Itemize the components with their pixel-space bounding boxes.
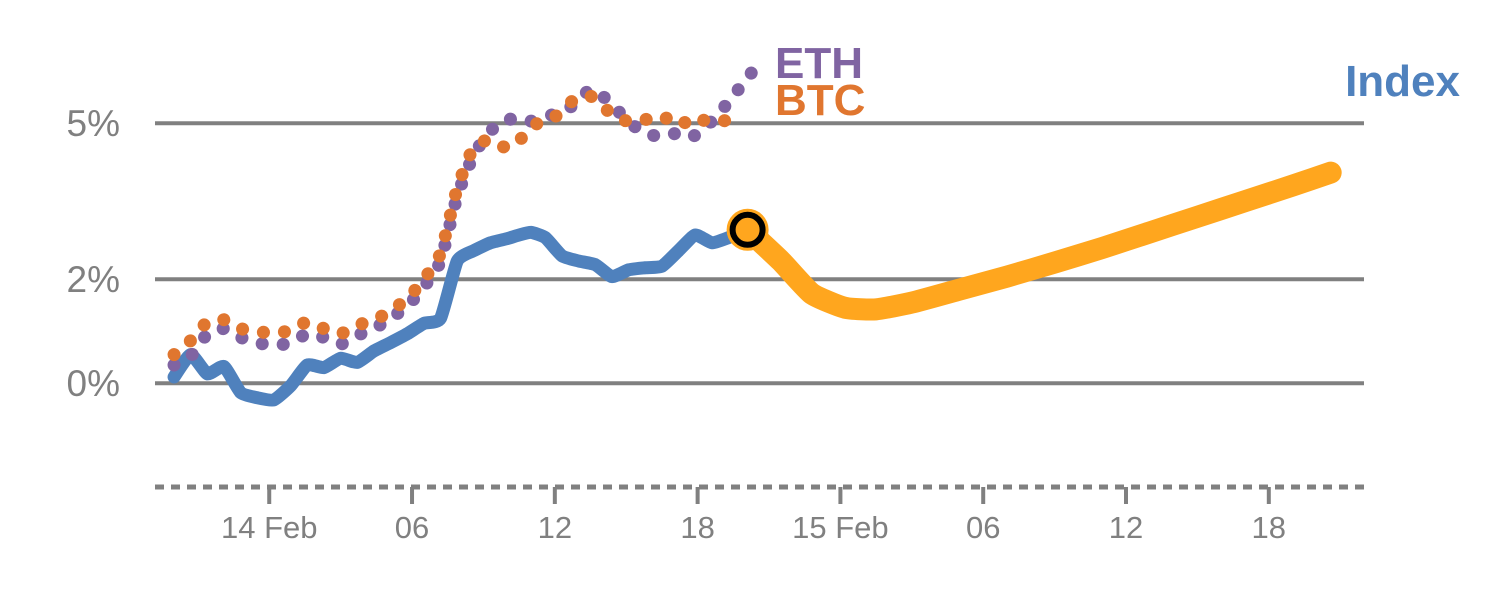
x-tick-label: 14 Feb	[221, 510, 318, 545]
data-series-group	[167, 62, 1342, 407]
series-line-index-forecast	[736, 161, 1342, 321]
x-axis-tick-marks	[267, 487, 1271, 504]
series-line-btc	[167, 89, 743, 362]
x-tick-label: 06	[966, 510, 1000, 545]
series-line-eth	[167, 62, 762, 372]
x-tick-label: 18	[680, 510, 714, 545]
y-axis-tick-labels: 5% 2% 0%	[67, 103, 120, 404]
series-label-eth: ETH	[775, 39, 863, 88]
x-tick-label: 06	[395, 510, 429, 545]
series-label-index: Index	[1345, 57, 1460, 106]
x-axis-tick-labels: 14 Feb 06 12 18 15 Feb 06 12 18	[221, 510, 1286, 545]
x-tick-label: 18	[1252, 510, 1286, 545]
series-line-index	[167, 223, 755, 407]
x-tick-label: 15 Feb	[792, 510, 889, 545]
y-tick-label: 0%	[67, 363, 120, 404]
y-tick-label: 2%	[67, 259, 120, 300]
y-tick-label: 5%	[67, 103, 120, 144]
gridlines	[155, 121, 1364, 386]
x-tick-label: 12	[538, 510, 572, 545]
forecast-start-marker[interactable]	[729, 211, 766, 248]
x-tick-label: 12	[1109, 510, 1143, 545]
series-label-btc: BTC	[775, 76, 865, 125]
forecast-start-marker[interactable]	[726, 208, 769, 251]
